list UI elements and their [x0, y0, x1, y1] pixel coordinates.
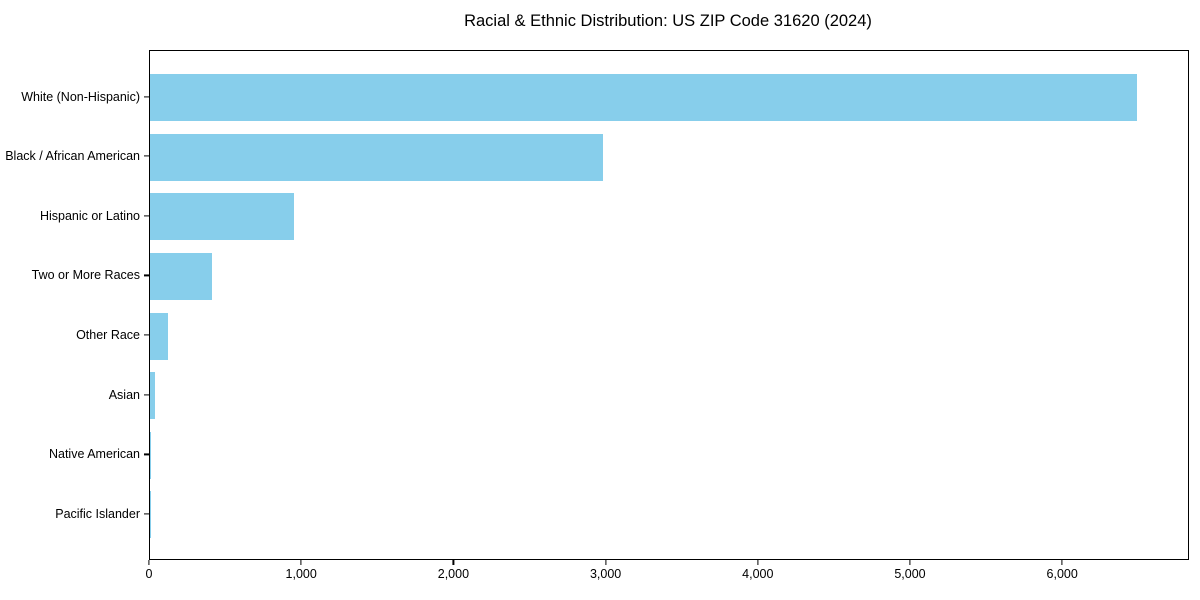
x-tick-mark: [909, 560, 911, 565]
x-tick-label: 2,000: [437, 567, 470, 581]
y-tick-label: Native American: [48, 447, 140, 462]
x-tick-mark: [1061, 560, 1063, 565]
y-tick-label: Pacific Islander: [55, 506, 140, 521]
y-tick-label: Black / African American: [5, 149, 140, 164]
y-tick-mark: [144, 274, 149, 276]
y-tick-mark: [144, 215, 149, 217]
y-tick-label: Asian: [108, 387, 140, 402]
bar-black-african-american: [150, 133, 604, 181]
y-tick-mark: [144, 513, 149, 515]
bar-hispanic-or-latino: [150, 193, 294, 241]
x-tick-mark: [452, 560, 454, 565]
y-tick-label: Hispanic or Latino: [39, 208, 140, 223]
bar-native-american: [150, 431, 151, 479]
x-tick-label: 6,000: [1046, 567, 1078, 581]
x-tick-label: 3,000: [589, 567, 622, 581]
x-tick-mark: [605, 560, 607, 565]
bar-other-race: [150, 312, 168, 360]
y-tick-mark: [144, 394, 149, 396]
x-tick-label: 0: [145, 567, 153, 581]
x-tick-mark: [300, 560, 302, 565]
x-tick-label: 5,000: [894, 567, 926, 581]
y-tick-mark: [144, 155, 149, 157]
bar-white-non-hispanic: [150, 74, 1138, 121]
x-tick-label: 4,000: [742, 567, 774, 581]
bar-two-or-more-races: [150, 252, 212, 300]
y-tick-mark: [144, 95, 149, 98]
y-tick-mark: [144, 453, 149, 455]
y-tick-mark: [144, 334, 149, 336]
y-tick-label: Other Race: [76, 328, 140, 343]
y-tick-label: Two or More Races: [31, 268, 140, 283]
plot-area: [149, 50, 1189, 560]
bar-asian: [150, 372, 155, 420]
y-tick-label: White (Non-Hispanic): [21, 89, 140, 104]
x-tick-label: 1,000: [285, 567, 317, 581]
chart-title: Racial & Ethnic Distribution: US ZIP Cod…: [464, 12, 872, 30]
x-tick-mark: [148, 560, 150, 565]
x-tick-mark: [757, 560, 759, 565]
